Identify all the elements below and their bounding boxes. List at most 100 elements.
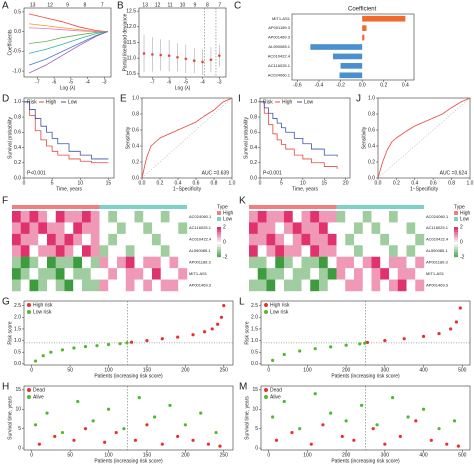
point bbox=[363, 341, 367, 345]
y-tick-label: 5 bbox=[18, 426, 21, 432]
heat-cell bbox=[397, 211, 407, 223]
point bbox=[214, 430, 218, 435]
heat-cell bbox=[249, 268, 258, 280]
x-tick-label: 200 bbox=[342, 452, 351, 458]
point bbox=[106, 407, 111, 411]
heat-cell bbox=[336, 233, 346, 246]
heat-cell bbox=[380, 268, 390, 280]
heat-cell bbox=[64, 268, 74, 280]
point bbox=[383, 338, 387, 343]
heat-cell bbox=[125, 245, 135, 257]
point bbox=[340, 434, 344, 439]
y-axis-label: Coefficients bbox=[7, 29, 13, 56]
heat-cell bbox=[90, 222, 100, 235]
heat-cell bbox=[64, 233, 74, 246]
heat-cell bbox=[90, 233, 100, 246]
color-scale bbox=[217, 242, 221, 245]
bar bbox=[333, 53, 363, 60]
heat-cell bbox=[160, 256, 170, 269]
x-tick-label: 1.0 bbox=[229, 180, 236, 186]
legend-swatch bbox=[264, 388, 268, 392]
heat-cell bbox=[284, 279, 293, 292]
point bbox=[398, 434, 402, 439]
heat-cell bbox=[362, 222, 372, 235]
x-tick-label: 0 bbox=[259, 180, 262, 186]
heat-cell bbox=[362, 233, 372, 246]
legend-label: Dead bbox=[270, 387, 282, 393]
row-label: AC024060.1 bbox=[189, 214, 212, 219]
y-tick-label: 1.0 bbox=[14, 99, 21, 105]
x-tick-label: 5 bbox=[51, 180, 54, 186]
point bbox=[218, 444, 222, 448]
point bbox=[371, 427, 375, 431]
x-tick-label: -4 bbox=[85, 79, 90, 85]
heat-cell bbox=[354, 222, 363, 235]
heat-cell bbox=[362, 211, 372, 223]
point bbox=[344, 343, 348, 347]
heat-cell bbox=[275, 279, 285, 292]
row-label: AP001189.3 bbox=[189, 259, 211, 264]
diagonal bbox=[377, 97, 471, 179]
y-tick-label: 0.6 bbox=[14, 130, 21, 136]
legend-label: High risk bbox=[270, 302, 290, 308]
y-tick-label: 1.0 bbox=[251, 338, 258, 344]
heat-cell bbox=[266, 222, 276, 235]
heat-cell bbox=[292, 211, 302, 223]
x-tick-label: 5 bbox=[280, 180, 283, 186]
point bbox=[191, 333, 195, 337]
heat-cell bbox=[99, 211, 109, 223]
point bbox=[145, 338, 149, 343]
bar bbox=[339, 72, 363, 79]
point bbox=[358, 342, 362, 346]
heat-cell bbox=[249, 222, 258, 235]
heat-cell bbox=[301, 233, 311, 246]
heat-cell bbox=[20, 256, 30, 269]
heat-cell bbox=[99, 245, 109, 257]
legend-label: Low bbox=[460, 216, 470, 222]
heat-cell bbox=[319, 245, 328, 257]
y-axis-label: Partial likelihood deviance bbox=[122, 13, 128, 71]
color-scale bbox=[217, 249, 221, 253]
x-tick-label: -4 bbox=[200, 79, 205, 85]
heat-cell bbox=[47, 268, 56, 280]
color-scale bbox=[454, 242, 458, 245]
panel-label: A bbox=[2, 1, 9, 12]
legend-label: Low risk bbox=[33, 309, 52, 315]
y-tick-label: 1.5 bbox=[14, 326, 21, 332]
y-tick-label: 15 bbox=[252, 387, 258, 393]
heat-cell bbox=[266, 211, 276, 223]
heat-cell bbox=[38, 268, 48, 280]
x-tick-label: 0 bbox=[267, 367, 270, 373]
y-tick-label: 0.8 bbox=[368, 111, 375, 117]
heat-cell bbox=[125, 222, 135, 235]
point bbox=[191, 438, 195, 442]
point bbox=[313, 392, 317, 396]
y-axis-label: Survival time, years bbox=[7, 396, 13, 440]
heat-cell bbox=[310, 268, 320, 280]
heat-cell bbox=[152, 279, 161, 292]
heat-cell bbox=[29, 279, 39, 292]
plot-frame bbox=[23, 97, 115, 179]
x-tick-label: -3 bbox=[102, 79, 107, 85]
heat-cell bbox=[169, 256, 179, 269]
x-axis-label: Time, years bbox=[292, 186, 318, 192]
x-axis-label: Log (λ) bbox=[60, 85, 76, 91]
y-axis-label: Risk score bbox=[244, 321, 250, 345]
heat-cell bbox=[108, 256, 118, 269]
heat-cell bbox=[143, 222, 153, 235]
x-tick-label: 0 bbox=[30, 367, 33, 373]
heat-cell bbox=[152, 211, 161, 223]
color-scale bbox=[454, 244, 458, 248]
annotation: AUC =0.624 bbox=[440, 170, 468, 176]
x-tick-label: 0 bbox=[267, 452, 270, 458]
x-tick-label: 500 bbox=[458, 452, 467, 458]
heat-cell bbox=[143, 256, 153, 269]
category-label: AC024060.1 bbox=[268, 72, 291, 77]
x-tick-label: 100 bbox=[303, 367, 312, 373]
heat-cell bbox=[354, 256, 363, 269]
row-label: AC116025.1 bbox=[426, 225, 449, 230]
x-tick-label: -7 bbox=[35, 79, 40, 85]
x-tick-label: -7 bbox=[150, 79, 155, 85]
x-tick-label: 200 bbox=[181, 367, 190, 373]
series-line bbox=[260, 101, 338, 169]
